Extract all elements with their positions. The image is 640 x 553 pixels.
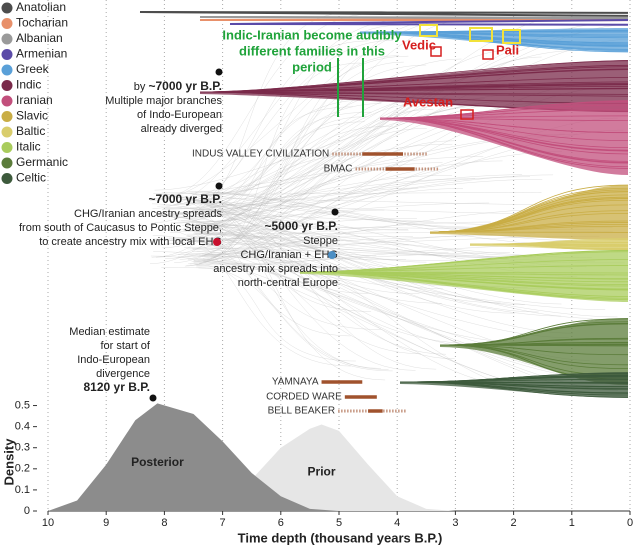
highlight-text: Indic-Iranian become audibly [222,27,402,42]
tree-branch [200,17,628,18]
legend-label: Tocharian [16,16,68,30]
annotation-text: Steppe [303,235,338,247]
legend-label: Anatolian [16,0,66,14]
density-plot: Prior Posterior [48,403,455,511]
annotation-dot [216,69,223,76]
x-tick-label: 2 [511,517,517,529]
y-tick-label: 0.5 [15,399,30,411]
legend-swatch [2,65,13,76]
legend-swatch [2,80,13,91]
annotation-text: from south of Caucasus to Pontic Steppe, [19,222,222,234]
annotation-dot [332,209,339,216]
legend-label: Italic [16,140,41,154]
legend-swatch [2,18,13,29]
annotation-dot [150,395,157,402]
x-tick-label: 8 [161,517,167,529]
legend-swatch [2,96,13,107]
culture-label: BELL BEAKER [268,406,335,417]
legend-label: Iranian [16,93,53,107]
language-label: Avestan [403,94,453,109]
legend-swatch [2,3,13,14]
annotation-text: Indo-European [77,354,150,366]
x-tick-label: 10 [42,517,54,529]
legend-label: Baltic [16,124,45,138]
annotation-bold: 8120 yr B.P. [84,380,151,394]
y-tick-label: 0.3 [15,442,30,454]
legend-label: Indic [16,78,41,92]
annotation-text: of Indo-European [137,109,222,121]
culture-label: INDUS VALLEY CIVILIZATION [192,149,329,160]
annotation-text: Median estimate [69,326,150,338]
annotation-text: for start of [100,340,150,352]
annotation-dot [216,183,223,190]
annotation-text: Multiple major branches [105,95,222,107]
ancestry-icon [328,251,336,259]
annotation-text: already diverged [141,123,222,135]
annotation-bold: ~7000 yr B.P. [148,192,222,206]
annotation-text: ancestry mix spreads into [213,263,338,275]
x-tick-label: 6 [278,517,284,529]
y-axis-label: Density [1,438,16,486]
language-label: Pali [496,42,519,57]
annotation-text: divergence [96,368,150,380]
y-tick-label: 0.2 [15,463,30,475]
legend-label: Greek [16,62,50,76]
legend-swatch [2,173,13,184]
annotation-heading: ~7000 yr B.P. [148,192,222,206]
x-tick-label: 7 [220,517,226,529]
tree-branch [185,163,442,218]
series-label: Posterior [131,455,184,469]
tree-branch [140,12,628,13]
annotation-text: by [134,81,146,93]
highlight-box [483,50,493,59]
culture-label: BMAC [324,164,353,175]
x-tick-label: 3 [452,517,458,529]
annotation-bold: ~7000 yr B.P. [148,79,222,93]
y-tick-label: 0.1 [15,484,30,496]
ancestry-icon [213,238,221,246]
x-tick-label: 9 [103,517,109,529]
legend-label: Armenian [16,47,67,61]
legend-swatch [2,127,13,138]
annotation-heading: ~5000 yr B.P. [264,219,338,233]
annotation-text: CHG/Iranian ancestry spreads [74,208,222,220]
y-tick-label: 0 [24,505,30,517]
legend-swatch [2,158,13,169]
x-tick-label: 5 [336,517,342,529]
highlight-text: period [292,59,332,74]
series-label: Prior [308,464,336,478]
legend-label: Slavic [16,109,48,123]
legend-label: Celtic [16,171,46,185]
legend-label: Germanic [16,155,68,169]
annotation-text: north-central Europe [238,277,338,289]
x-tick-label: 0 [627,517,633,529]
x-tick-label: 1 [569,517,575,529]
legend-label: Albanian [16,31,63,45]
legend-swatch [2,142,13,153]
annotation-text: CHG/Iranian + EHG [240,249,338,261]
legend-swatch [2,111,13,122]
x-axis-label: Time depth (thousand years B.P.) [238,530,443,545]
y-tick-label: 0.4 [15,421,30,433]
x-tick-label: 4 [394,517,400,529]
culture-label: YAMNAYA [272,377,319,388]
culture-label: CORDED WARE [266,392,342,403]
legend-swatch [2,34,13,45]
legend-swatch [2,49,13,60]
highlight-text: different families in this [239,43,385,58]
annotation-text: to create ancestry mix with local EHG [39,236,222,248]
annotation-bold: ~5000 yr B.P. [264,219,338,233]
annotation-heading: by ~7000 yr B.P. [134,79,222,93]
